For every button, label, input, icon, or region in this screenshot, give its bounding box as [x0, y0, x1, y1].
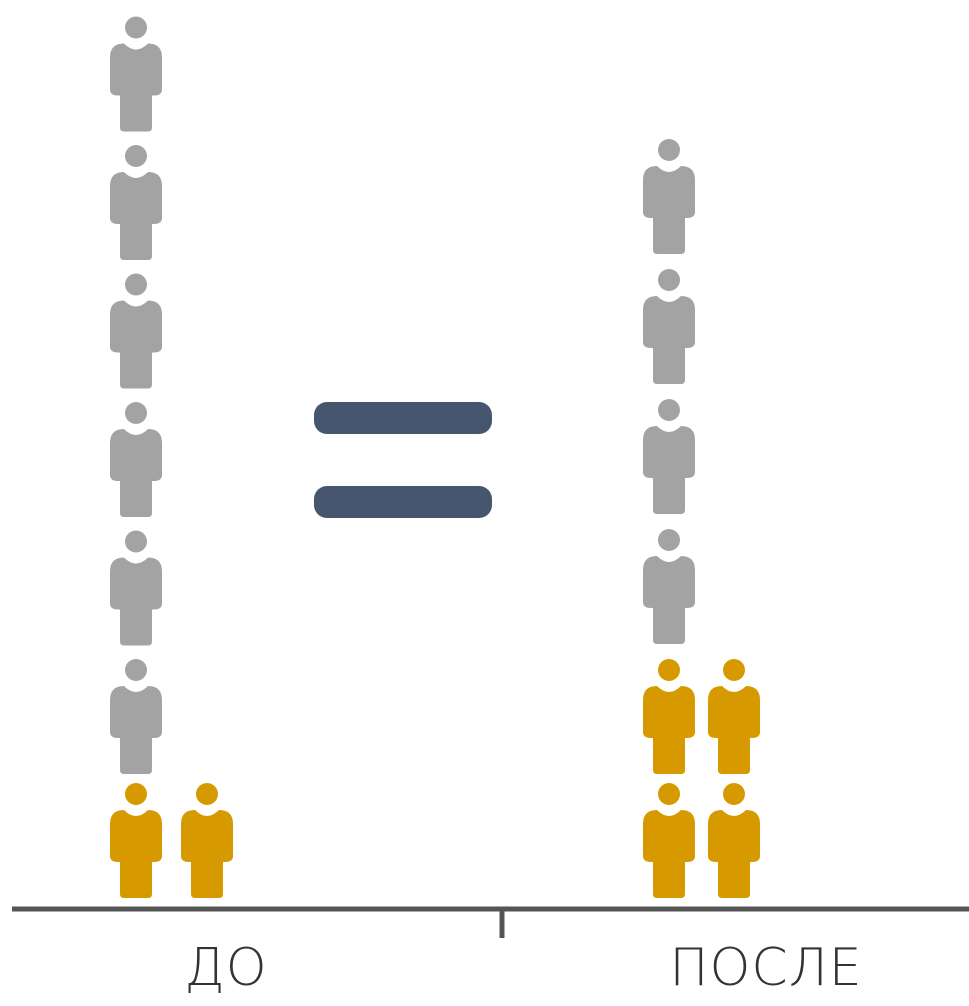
person-icon-gray — [110, 659, 162, 774]
person-icon-gray — [110, 530, 162, 646]
person-icon-gray — [643, 529, 695, 644]
person-icon-gold — [181, 783, 233, 898]
person-icon-gray — [110, 16, 162, 132]
x-axis — [12, 906, 969, 938]
person-icons — [110, 16, 760, 898]
person-icon-gray — [110, 273, 162, 389]
equals-icon — [314, 402, 492, 518]
equals-bar-bottom — [314, 486, 492, 518]
person-icon-gold — [708, 783, 760, 898]
person-icon-gray — [643, 139, 695, 254]
category-label-before: ДО — [184, 938, 268, 998]
person-icon-gray — [643, 399, 695, 514]
person-icon-gold — [110, 783, 162, 898]
person-icon-gray — [110, 402, 162, 517]
category-label-after: ПОСЛЕ — [669, 938, 863, 998]
equals-bar-top — [314, 402, 492, 434]
person-icon-gold — [643, 659, 695, 774]
person-icon-gold — [708, 659, 760, 774]
person-icon-gray — [110, 145, 162, 260]
person-icon-gold — [643, 783, 695, 898]
person-icon-gray — [643, 269, 695, 384]
